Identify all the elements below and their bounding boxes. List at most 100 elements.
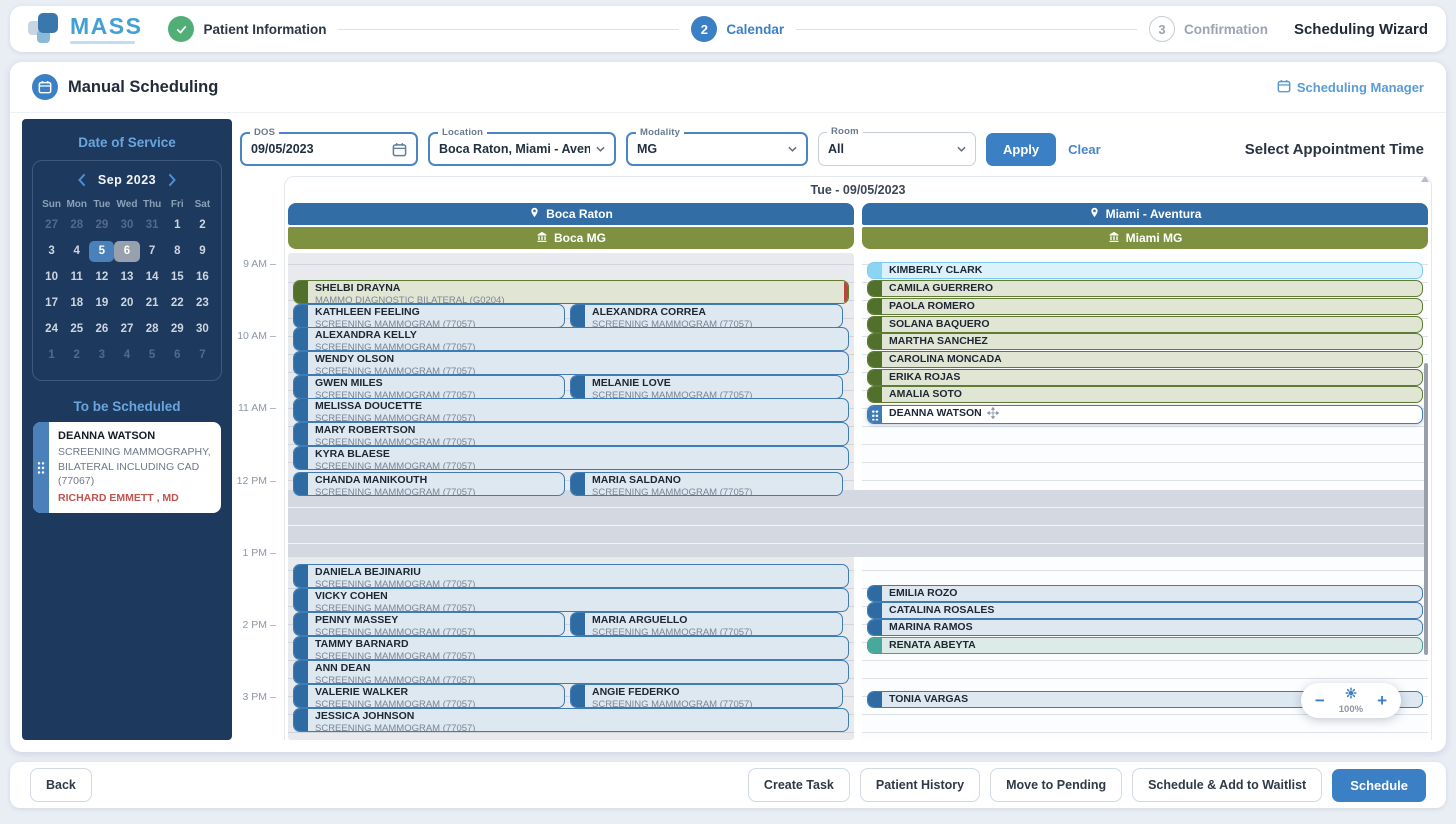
vertical-scrollbar[interactable] — [1424, 363, 1428, 655]
calendar-day[interactable]: 17 — [45, 297, 58, 309]
appointment-block[interactable]: KYRA BLAESE SCREENING MAMMOGRAM (77057) — [293, 446, 849, 470]
appointment-block[interactable]: MELISSA DOUCETTE SCREENING MAMMOGRAM (770… — [293, 398, 849, 422]
calendar-day[interactable]: 28 — [145, 323, 159, 335]
scheduling-manager-link[interactable]: Scheduling Manager — [1277, 79, 1424, 96]
appointment-block[interactable]: CAMILA GUERRERO — [867, 280, 1423, 297]
calendar-day[interactable]: 21 — [145, 297, 159, 309]
appointment-block[interactable]: ANN DEAN SCREENING MAMMOGRAM (77057) — [293, 660, 849, 684]
calendar-day[interactable]: 3 — [98, 349, 106, 361]
appointment-block[interactable]: CHANDA MANIKOUTH SCREENING MAMMOGRAM (770… — [293, 472, 565, 496]
calendar-day[interactable]: 7 — [148, 245, 156, 257]
location-header[interactable]: Miami - Aventura — [862, 203, 1428, 225]
calendar-day[interactable]: 27 — [45, 219, 58, 231]
calendar-icon[interactable] — [392, 142, 407, 157]
appointment-block[interactable]: MARINA RAMOS — [867, 619, 1423, 636]
calendar-day[interactable]: 30 — [196, 323, 209, 335]
calendar-day[interactable]: 3 — [48, 245, 55, 257]
appointment-block[interactable]: ALEXANDRA KELLY SCREENING MAMMOGRAM (7705… — [293, 327, 849, 351]
calendar-day[interactable]: 4 — [123, 349, 131, 361]
back-button[interactable]: Back — [30, 768, 92, 802]
schedule-button[interactable]: Schedule — [1332, 768, 1426, 802]
schedule-add-to-waitlist-button[interactable]: Schedule & Add to Waitlist — [1132, 768, 1323, 802]
calendar-day[interactable]: 24 — [45, 323, 58, 335]
calendar-day[interactable]: 28 — [70, 219, 84, 231]
appointment-block[interactable]: ANGIE FEDERKO SCREENING MAMMOGRAM (77057) — [570, 684, 843, 708]
appointment-block[interactable]: MELANIE LOVE SCREENING MAMMOGRAM (77057) — [570, 375, 843, 399]
move-to-pending-button[interactable]: Move to Pending — [990, 768, 1123, 802]
calendar-day[interactable]: 16 — [196, 271, 209, 283]
calendar-day[interactable]: 4 — [73, 245, 80, 257]
step-calendar[interactable]: 2 Calendar — [691, 16, 784, 42]
room-header[interactable]: Miami MG — [862, 227, 1428, 249]
calendar-day[interactable]: 13 — [120, 271, 134, 283]
calendar-day[interactable]: 5 — [89, 241, 115, 262]
to-be-scheduled-patient-card[interactable]: DEANNA WATSON SCREENING MAMMOGRAPHY, BIL… — [33, 422, 221, 514]
calendar-day[interactable]: 7 — [199, 349, 206, 361]
zoom-out-button[interactable]: − — [1313, 688, 1327, 713]
location-select[interactable]: Location Boca Raton, Miami - Aventura — [428, 127, 616, 166]
room-header[interactable]: Boca MG — [288, 227, 854, 249]
appointment-block[interactable]: EMILIA ROZO — [867, 585, 1423, 602]
appointment-block[interactable]: ALEXANDRA CORREA SCREENING MAMMOGRAM (770… — [570, 304, 843, 328]
appointment-block[interactable]: VICKY COHEN SCREENING MAMMOGRAM (77057) — [293, 588, 849, 612]
scroll-up-icon[interactable] — [1421, 169, 1429, 187]
appointment-block[interactable]: MARY ROBERTSON SCREENING MAMMOGRAM (77057… — [293, 422, 849, 446]
calendar-day[interactable]: 1 — [174, 219, 181, 231]
appointment-block[interactable]: JESSICA JOHNSON SCREENING MAMMOGRAM (7705… — [293, 708, 849, 732]
step-confirmation[interactable]: 3 Confirmation — [1148, 16, 1268, 42]
appointment-block[interactable]: GWEN MILES SCREENING MAMMOGRAM (77057) — [293, 375, 565, 399]
calendar-day[interactable]: 6 — [174, 349, 181, 361]
prev-month-button[interactable] — [75, 174, 88, 186]
next-month-button[interactable] — [166, 174, 179, 186]
appointment-block[interactable]: SOLANA BAQUERO — [867, 316, 1423, 333]
appointment-block[interactable]: SHELBI DRAYNA MAMMO DIAGNOSTIC BILATERAL … — [293, 280, 849, 304]
appointment-block[interactable]: MARIA SALDANO SCREENING MAMMOGRAM (77057) — [570, 472, 843, 496]
calendar-day[interactable]: 8 — [174, 245, 181, 257]
appointment-block[interactable]: ERIKA ROJAS — [867, 369, 1423, 386]
calendar-day[interactable]: 23 — [196, 297, 209, 309]
zoom-in-button[interactable]: + — [1375, 688, 1389, 713]
step-patient-information[interactable]: Patient Information — [168, 16, 326, 42]
patient-history-button[interactable]: Patient History — [859, 768, 981, 802]
calendar-day[interactable]: 22 — [170, 297, 184, 309]
calendar-day[interactable]: 19 — [95, 297, 109, 309]
appointment-block[interactable]: TAMMY BARNARD SCREENING MAMMOGRAM (77057) — [293, 636, 849, 660]
calendar-day[interactable]: 30 — [120, 219, 134, 231]
appointment-block[interactable]: CAROLINA MONCADA — [867, 351, 1423, 368]
appointment-block[interactable]: TONIA VARGAS — [867, 691, 1423, 708]
room-select[interactable]: Room All — [818, 126, 976, 166]
modality-select[interactable]: Modality MG — [626, 127, 808, 166]
appointment-block[interactable]: VALERIE WALKER SCREENING MAMMOGRAM (77057… — [293, 684, 565, 708]
calendar-day[interactable]: 26 — [95, 323, 109, 335]
calendar-day[interactable]: 29 — [95, 219, 109, 231]
calendar-day[interactable]: 11 — [70, 271, 83, 283]
appointment-block[interactable]: CATALINA ROSALES — [867, 602, 1423, 619]
calendar-day[interactable]: 6 — [114, 241, 140, 262]
create-task-button[interactable]: Create Task — [747, 768, 850, 802]
calendar-day[interactable]: 18 — [70, 297, 84, 309]
appointment-block[interactable]: DANIELA BEJINARIU SCREENING MAMMOGRAM (77… — [293, 564, 849, 588]
clear-button[interactable]: Clear — [1066, 138, 1103, 161]
calendar-day[interactable]: 5 — [148, 349, 156, 361]
appointment-block[interactable]: DEANNA WATSON — [867, 405, 1423, 424]
appointment-block[interactable]: PAOLA ROMERO — [867, 298, 1423, 315]
apply-button[interactable]: Apply — [986, 132, 1057, 166]
calendar-day[interactable]: 25 — [70, 323, 84, 335]
calendar-day[interactable]: 2 — [199, 219, 206, 231]
dos-field[interactable]: DOS 09/05/2023 — [240, 127, 418, 166]
drag-handle-icon[interactable] — [33, 422, 49, 514]
appointment-block[interactable]: RENATA ABEYTA — [867, 637, 1423, 654]
gear-icon[interactable] — [1345, 686, 1357, 703]
appointment-block[interactable]: AMALIA SOTO — [867, 386, 1423, 403]
calendar-day[interactable]: 31 — [145, 219, 159, 231]
appointment-block[interactable]: KIMBERLY CLARK — [867, 262, 1423, 279]
calendar-day[interactable]: 20 — [120, 297, 134, 309]
calendar-day[interactable]: 15 — [170, 271, 184, 283]
calendar-day[interactable]: 14 — [145, 271, 159, 283]
calendar-day[interactable]: 27 — [120, 323, 134, 335]
appointment-block[interactable]: KATHLEEN FEELING SCREENING MAMMOGRAM (770… — [293, 304, 565, 328]
calendar-day[interactable]: 29 — [170, 323, 184, 335]
calendar-day[interactable]: 12 — [95, 271, 109, 283]
calendar-day[interactable]: 10 — [45, 271, 58, 283]
appointment-block[interactable]: WENDY OLSON SCREENING MAMMOGRAM (77057) — [293, 351, 849, 375]
